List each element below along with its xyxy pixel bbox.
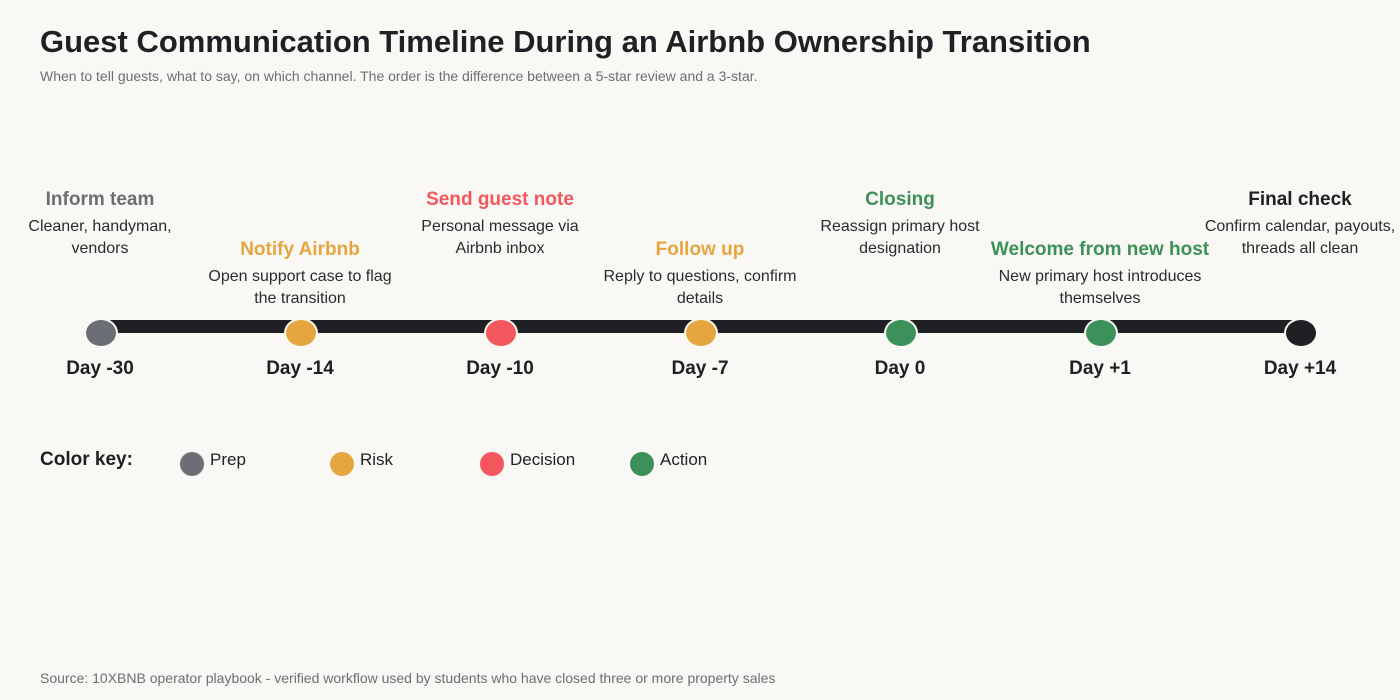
milestone-dot-follow-up [684, 318, 718, 348]
day-label: Day -7 [671, 358, 729, 379]
event-title: Inform team [45, 189, 155, 210]
legend-label-prep: Prep [210, 450, 246, 469]
milestone-dot-send-guest-note [484, 318, 518, 348]
event-title: Notify Airbnb [240, 239, 360, 260]
legend-label-action: Action [660, 450, 708, 469]
event-send-guest-note: Send guest note Personal message via Airb… [390, 188, 610, 260]
day-label: Day +14 [1263, 358, 1337, 379]
event-description: Confirm calendar, payouts, threads all c… [1204, 218, 1396, 257]
milestone-dot-notify-airbnb [284, 318, 318, 348]
legend-label-risk: Risk [360, 450, 394, 469]
event-description: New primary host introduces themselves [998, 268, 1202, 307]
milestone-dot-welcome-from-new-host [1084, 318, 1118, 348]
event-description: Personal message via Airbnb inbox [421, 218, 579, 257]
event-description: Cleaner, handyman, vendors [28, 218, 172, 257]
legend-swatch-prep [180, 452, 204, 476]
color-key-label: Color key: [40, 449, 133, 470]
day-label: Day -14 [266, 358, 334, 379]
milestone-dot-inform-team [84, 318, 118, 348]
event-final-check: Final check Confirm calendar, payouts, th… [1190, 188, 1400, 260]
day-label: Day +1 [1069, 358, 1131, 379]
event-description: Reply to questions, confirm details [603, 268, 797, 307]
event-description: Open support case to flag the transition [208, 268, 392, 307]
event-title: Final check [1248, 189, 1352, 210]
source-note: Source: 10XBNB operator playbook - verif… [40, 670, 776, 686]
day-label: Day 0 [874, 358, 926, 379]
legend-swatch-risk [330, 452, 354, 476]
event-title: Follow up [655, 239, 745, 260]
event-inform-team: Inform team Cleaner, handyman, vendors [0, 188, 210, 260]
page-title: Guest Communication Timeline During an A… [40, 24, 1091, 59]
page-subtitle: When to tell guests, what to say, on whi… [40, 68, 758, 84]
day-label: Day -30 [66, 358, 134, 379]
milestone-dot-final-check [1284, 318, 1318, 348]
legend-label-decision: Decision [510, 450, 576, 469]
event-title: Welcome from new host [990, 239, 1210, 260]
event-notify-airbnb: Notify Airbnb Open support case to flag t… [190, 238, 410, 310]
event-description: Reassign primary host designation [820, 218, 980, 257]
event-closing: Closing Reassign primary host designation [790, 188, 1010, 260]
event-follow-up: Follow up Reply to questions, confirm det… [590, 238, 810, 310]
event-title: Closing [865, 189, 935, 210]
event-welcome-from-new-host: Welcome from new host New primary host in… [990, 238, 1210, 310]
legend-swatch-decision [480, 452, 504, 476]
legend-swatch-action [630, 452, 654, 476]
milestone-dot-closing [884, 318, 918, 348]
day-label: Day -10 [466, 358, 534, 379]
event-title: Send guest note [426, 189, 574, 210]
